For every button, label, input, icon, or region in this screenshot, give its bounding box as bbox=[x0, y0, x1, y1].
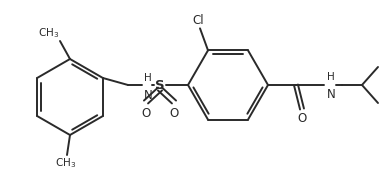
Text: O: O bbox=[169, 107, 179, 120]
Text: CH$_3$: CH$_3$ bbox=[38, 26, 59, 40]
Text: Cl: Cl bbox=[192, 14, 204, 27]
Text: H: H bbox=[144, 73, 152, 83]
Text: CH$_3$: CH$_3$ bbox=[55, 156, 77, 170]
Text: N: N bbox=[144, 89, 152, 102]
Text: O: O bbox=[297, 112, 307, 125]
Text: S: S bbox=[155, 78, 165, 92]
Text: O: O bbox=[141, 107, 151, 120]
Text: H: H bbox=[327, 72, 335, 82]
Text: N: N bbox=[327, 88, 336, 101]
